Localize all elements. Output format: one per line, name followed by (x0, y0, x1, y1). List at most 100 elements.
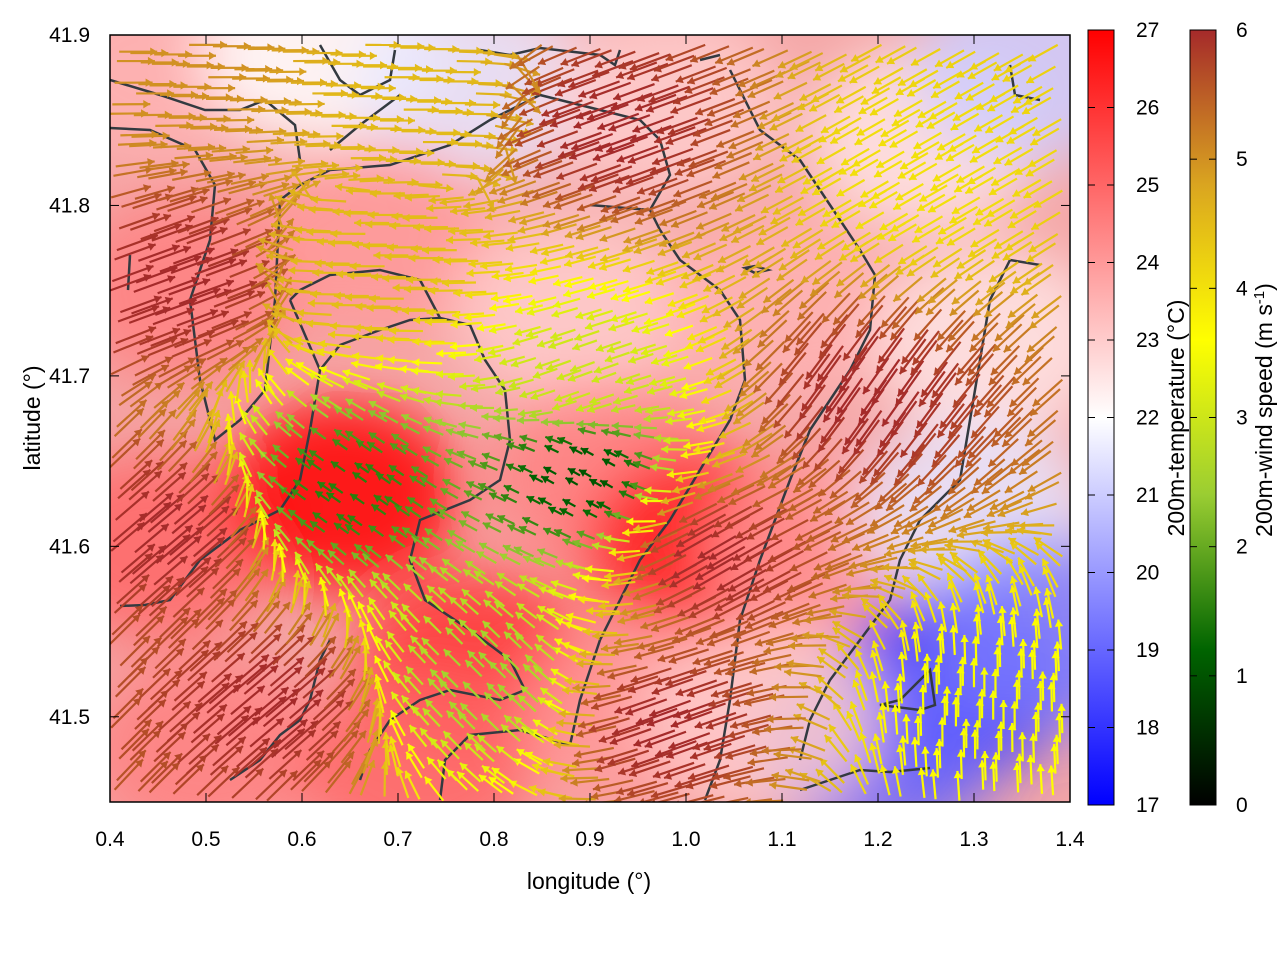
wind-vector (1053, 641, 1062, 672)
wind-vector (393, 504, 411, 517)
wind-vector (276, 543, 287, 573)
wind-vector (806, 521, 844, 543)
wind-vector (473, 570, 495, 586)
wind-vector (429, 497, 448, 511)
wind-vector (568, 654, 602, 665)
wind-vector (946, 572, 963, 603)
wind-vector (158, 700, 192, 732)
wind-vector (1007, 537, 1040, 556)
wind-vector (250, 623, 283, 655)
wind-vector (855, 648, 871, 680)
wind-vector (647, 554, 687, 576)
wind-vector (495, 745, 519, 764)
wind-vector (901, 574, 928, 601)
wind-vector (335, 573, 353, 597)
wind-vector (1017, 556, 1035, 587)
wind-vector (784, 582, 824, 601)
wind-vector (287, 601, 312, 636)
wind-vector (178, 639, 212, 671)
wind-vector (862, 535, 900, 552)
wind-vector (579, 649, 615, 659)
wind-vector (357, 601, 373, 629)
wind-vector (553, 528, 572, 539)
wind-vector (703, 651, 744, 667)
wind-vector (205, 598, 236, 630)
wind-vector (389, 717, 404, 746)
wind-vector (576, 659, 613, 669)
wind-vector (403, 674, 422, 695)
wind-vector (270, 539, 279, 572)
wind-vector (709, 775, 751, 790)
wind-vector (481, 620, 501, 639)
wind-vector (466, 732, 486, 752)
temperature-blob (297, 672, 538, 802)
wind-vector (519, 684, 539, 703)
wind-vector (548, 588, 575, 601)
wind-vector (268, 749, 303, 780)
wind-vector (338, 588, 351, 618)
wind-vector (788, 641, 827, 651)
wind-vector (591, 541, 617, 551)
wind-vector (671, 555, 711, 579)
wind-vector (558, 709, 595, 719)
wind-vector (647, 637, 688, 653)
wind-vector (727, 485, 766, 506)
wind-vector (999, 700, 1008, 730)
wind-vector (407, 555, 428, 571)
x-tick-label: 0.4 (95, 828, 125, 851)
wind-vector (294, 536, 312, 554)
wind-vector (177, 733, 211, 764)
wind-vector (588, 478, 603, 488)
wind-vector (462, 568, 484, 585)
wind-vector (854, 754, 870, 785)
wind-vector (419, 727, 439, 749)
wind-vector (177, 556, 212, 587)
wind-vector (482, 521, 502, 533)
wind-vector (516, 602, 538, 620)
wind-vector (440, 739, 460, 760)
wind-vector (308, 720, 342, 752)
wind-vector (916, 573, 939, 602)
wind-vector (592, 779, 634, 792)
wind-vector (429, 736, 449, 759)
wind-vector (689, 659, 731, 675)
wind-vector (478, 651, 496, 670)
wind-vector (813, 552, 852, 571)
wind-vector (582, 627, 618, 637)
wind-vector (721, 683, 764, 699)
wind-vector (408, 724, 428, 748)
wind-vector (491, 766, 517, 786)
wind-vector (214, 537, 247, 568)
colorbar-tick-label: 27 (1136, 19, 1159, 42)
wind-vector (288, 689, 324, 720)
wind-vector (304, 645, 337, 678)
wind-vector (601, 580, 636, 590)
wind-vector (599, 479, 614, 489)
wind-vector (192, 703, 228, 734)
wind-vector (403, 582, 423, 602)
wind-vector (561, 641, 592, 655)
wind-vector (723, 767, 765, 781)
wind-vector (763, 724, 804, 734)
x-tick-label: 0.8 (479, 828, 508, 851)
wind-vector (116, 574, 150, 605)
colorbar-tick-label: 3 (1236, 407, 1248, 430)
wind-vector (577, 715, 619, 729)
wind-vector (370, 503, 387, 516)
wind-vector (1024, 481, 1060, 500)
wind-vector (754, 632, 794, 647)
wind-vector (439, 487, 459, 500)
wind-vector (407, 743, 426, 769)
wind-vector (364, 544, 382, 559)
wind-vector (656, 501, 694, 517)
wind-vector (119, 635, 151, 667)
wind-vector (330, 635, 354, 669)
wind-vector (818, 647, 849, 670)
wind-vector (560, 774, 599, 783)
contour-line (798, 258, 1041, 761)
wind-vector (619, 603, 658, 617)
wind-colorbar: 0 1 2 3 4 5 6 200m-wind speed (m s-1) (1189, 19, 1277, 817)
wind-vector (384, 495, 400, 508)
wind-vector (384, 553, 404, 570)
wind-vector (388, 464, 405, 477)
